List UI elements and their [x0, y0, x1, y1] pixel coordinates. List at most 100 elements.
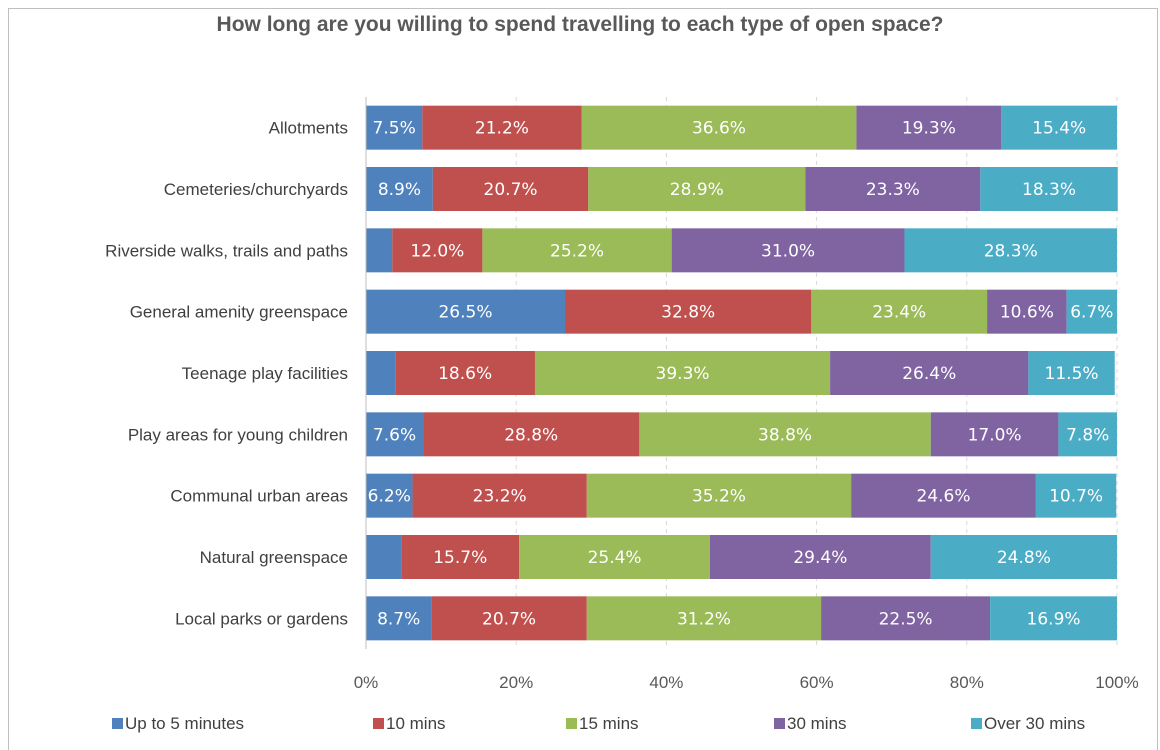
- bar-segment: [805, 167, 981, 211]
- legend-swatch: [566, 718, 577, 729]
- data-label: 24.6%: [917, 487, 971, 507]
- data-label: 29.4%: [793, 548, 847, 568]
- chart-title: How long are you willing to spend travel…: [216, 13, 944, 36]
- data-label: 26.5%: [438, 303, 492, 323]
- data-label: 32.8%: [661, 303, 715, 323]
- data-label: 8.7%: [377, 609, 420, 629]
- bar-segment: [395, 351, 535, 395]
- bar-segment: [366, 351, 396, 395]
- bar-segment: [581, 105, 857, 150]
- data-label: 20.7%: [484, 180, 538, 200]
- x-tick-label: 80%: [950, 673, 984, 692]
- bar-segment: [980, 167, 1118, 211]
- bar-segment: [1028, 351, 1115, 395]
- category-label: Teenage play facilities: [182, 364, 348, 383]
- data-label: 35.2%: [692, 487, 746, 507]
- bar-segment: [366, 473, 413, 518]
- bar-segment: [904, 228, 1117, 273]
- bar-segment: [565, 289, 812, 334]
- bar-segment: [588, 167, 806, 211]
- bar-segment: [366, 596, 432, 641]
- legend-label: Over 30 mins: [984, 714, 1085, 733]
- data-label: 11.5%: [1045, 364, 1099, 384]
- bar-segment: [423, 412, 640, 457]
- bar-segment: [392, 228, 483, 273]
- bar-segment: [671, 228, 905, 273]
- bar-segment: [422, 105, 582, 150]
- category-label: Allotments: [269, 119, 348, 138]
- bar-segment: [432, 167, 589, 211]
- bar-segment: [990, 596, 1117, 641]
- bar-segment: [1035, 473, 1117, 518]
- bar-segment: [519, 535, 710, 579]
- data-label: 12.0%: [410, 241, 464, 261]
- data-label: 10.6%: [1000, 303, 1054, 323]
- x-tick-label: 40%: [649, 673, 683, 692]
- data-label: 6.2%: [368, 487, 411, 507]
- data-label: 7.6%: [373, 425, 416, 445]
- bar-segment: [482, 228, 672, 273]
- data-label: 31.0%: [761, 241, 815, 261]
- data-label: 22.5%: [879, 609, 933, 629]
- bar-segment: [639, 412, 931, 457]
- bar-segment: [1066, 289, 1117, 334]
- category-label: Local parks or gardens: [175, 609, 348, 628]
- data-label: 36.6%: [692, 119, 746, 139]
- bar-segment: [811, 289, 988, 334]
- data-label: 31.2%: [677, 609, 731, 629]
- category-label: General amenity greenspace: [130, 303, 348, 322]
- data-label: 20.7%: [482, 609, 536, 629]
- category-label: Natural greenspace: [200, 548, 348, 567]
- data-label: 10.7%: [1049, 487, 1103, 507]
- data-label: 23.4%: [872, 303, 926, 323]
- bar-segment: [930, 412, 1059, 457]
- bar-segment: [412, 473, 587, 518]
- category-label: Communal urban areas: [170, 487, 348, 506]
- data-label: 23.2%: [473, 487, 527, 507]
- legend-swatch: [971, 718, 982, 729]
- data-label: 28.3%: [984, 241, 1038, 261]
- bar-segment: [401, 535, 520, 579]
- bar-segment: [534, 351, 831, 395]
- data-label: 17.0%: [968, 425, 1022, 445]
- legend-label: 15 mins: [579, 714, 639, 733]
- data-label: 15.4%: [1032, 119, 1086, 139]
- legend-swatch: [373, 718, 384, 729]
- data-label: 8.9%: [378, 180, 421, 200]
- data-label: 16.9%: [1027, 609, 1081, 629]
- data-label: 19.3%: [902, 119, 956, 139]
- x-tick-label: 100%: [1095, 673, 1138, 692]
- legend-label: 10 mins: [386, 714, 446, 733]
- x-tick-label: 0%: [354, 673, 379, 692]
- legend-label: Up to 5 minutes: [125, 714, 244, 733]
- legend-swatch: [112, 718, 123, 729]
- x-tick-label: 60%: [800, 673, 834, 692]
- legend-label: 30 mins: [787, 714, 847, 733]
- data-label: 7.8%: [1066, 425, 1109, 445]
- bar-segment: [586, 473, 852, 518]
- bar-segment: [586, 596, 822, 641]
- bar-segment: [830, 351, 1029, 395]
- data-label: 7.5%: [373, 119, 416, 139]
- bar-segment: [366, 412, 424, 457]
- bar-segment: [366, 105, 423, 150]
- data-label: 18.3%: [1022, 180, 1076, 200]
- x-tick-label: 20%: [499, 673, 533, 692]
- data-label: 25.2%: [550, 241, 604, 261]
- data-label: 24.8%: [997, 548, 1051, 568]
- data-label: 28.9%: [670, 180, 724, 200]
- bar-segment: [856, 105, 1002, 150]
- bar-segment: [851, 473, 1036, 518]
- data-label: 6.7%: [1070, 303, 1113, 323]
- bar-segment: [821, 596, 991, 641]
- data-label: 23.3%: [866, 180, 920, 200]
- bar-segment: [1058, 412, 1117, 457]
- data-label: 28.8%: [504, 425, 558, 445]
- data-label: 25.4%: [588, 548, 642, 568]
- bar-segment: [366, 535, 402, 579]
- bar-segment: [930, 535, 1117, 579]
- data-label: 18.6%: [438, 364, 492, 384]
- data-label: 21.2%: [475, 119, 529, 139]
- data-label: 15.7%: [433, 548, 487, 568]
- category-label: Cemeteries/churchyards: [164, 180, 348, 199]
